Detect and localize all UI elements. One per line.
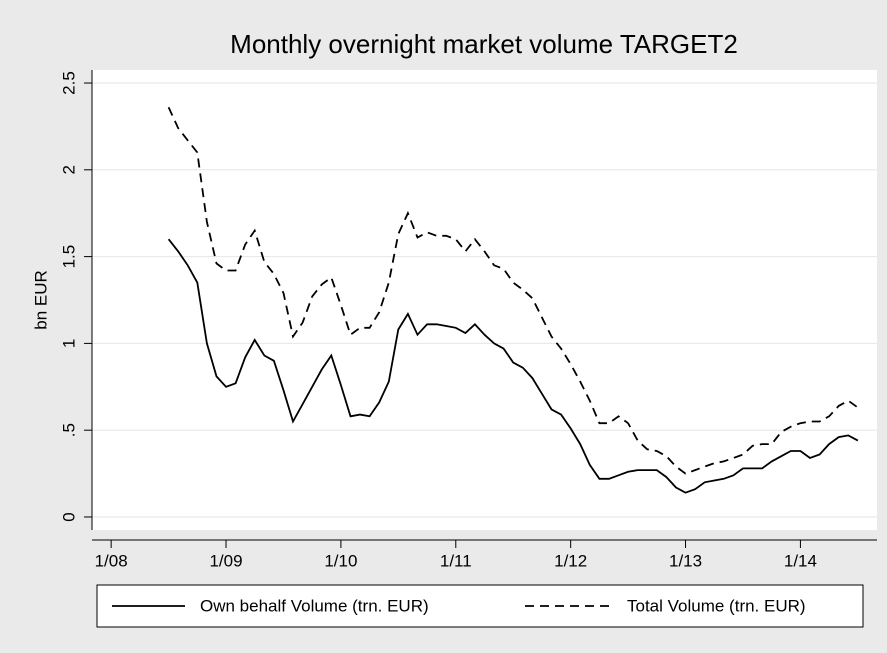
y-tick-label: 2.5 bbox=[59, 71, 78, 95]
x-tick-label: 1/14 bbox=[784, 551, 817, 570]
plot-area bbox=[92, 70, 877, 530]
x-tick-label: 1/10 bbox=[324, 551, 357, 570]
y-tick-label: 0 bbox=[59, 512, 78, 521]
legend bbox=[96, 584, 864, 628]
x-tick-label: 1/12 bbox=[554, 551, 587, 570]
series-line bbox=[167, 106, 859, 475]
x-tick-label: 1/11 bbox=[440, 551, 472, 570]
x-tick-label: 1/13 bbox=[669, 551, 702, 570]
y-tick-label: 1.5 bbox=[59, 245, 78, 269]
x-tick-label: 1/09 bbox=[209, 551, 242, 570]
y-tick-label: .5 bbox=[59, 423, 78, 437]
legend-label: Total Volume (trn. EUR) bbox=[627, 596, 806, 615]
y-tick-label: 2 bbox=[59, 165, 78, 174]
x-tick-label: 1/08 bbox=[95, 551, 128, 570]
series-line bbox=[167, 238, 859, 494]
y-tick-label: 1 bbox=[59, 339, 78, 348]
y-axis-label: bn EUR bbox=[31, 270, 50, 330]
legend-label: Own behalf Volume (trn. EUR) bbox=[200, 596, 429, 615]
chart-title: Monthly overnight market volume TARGET2 bbox=[230, 29, 738, 59]
